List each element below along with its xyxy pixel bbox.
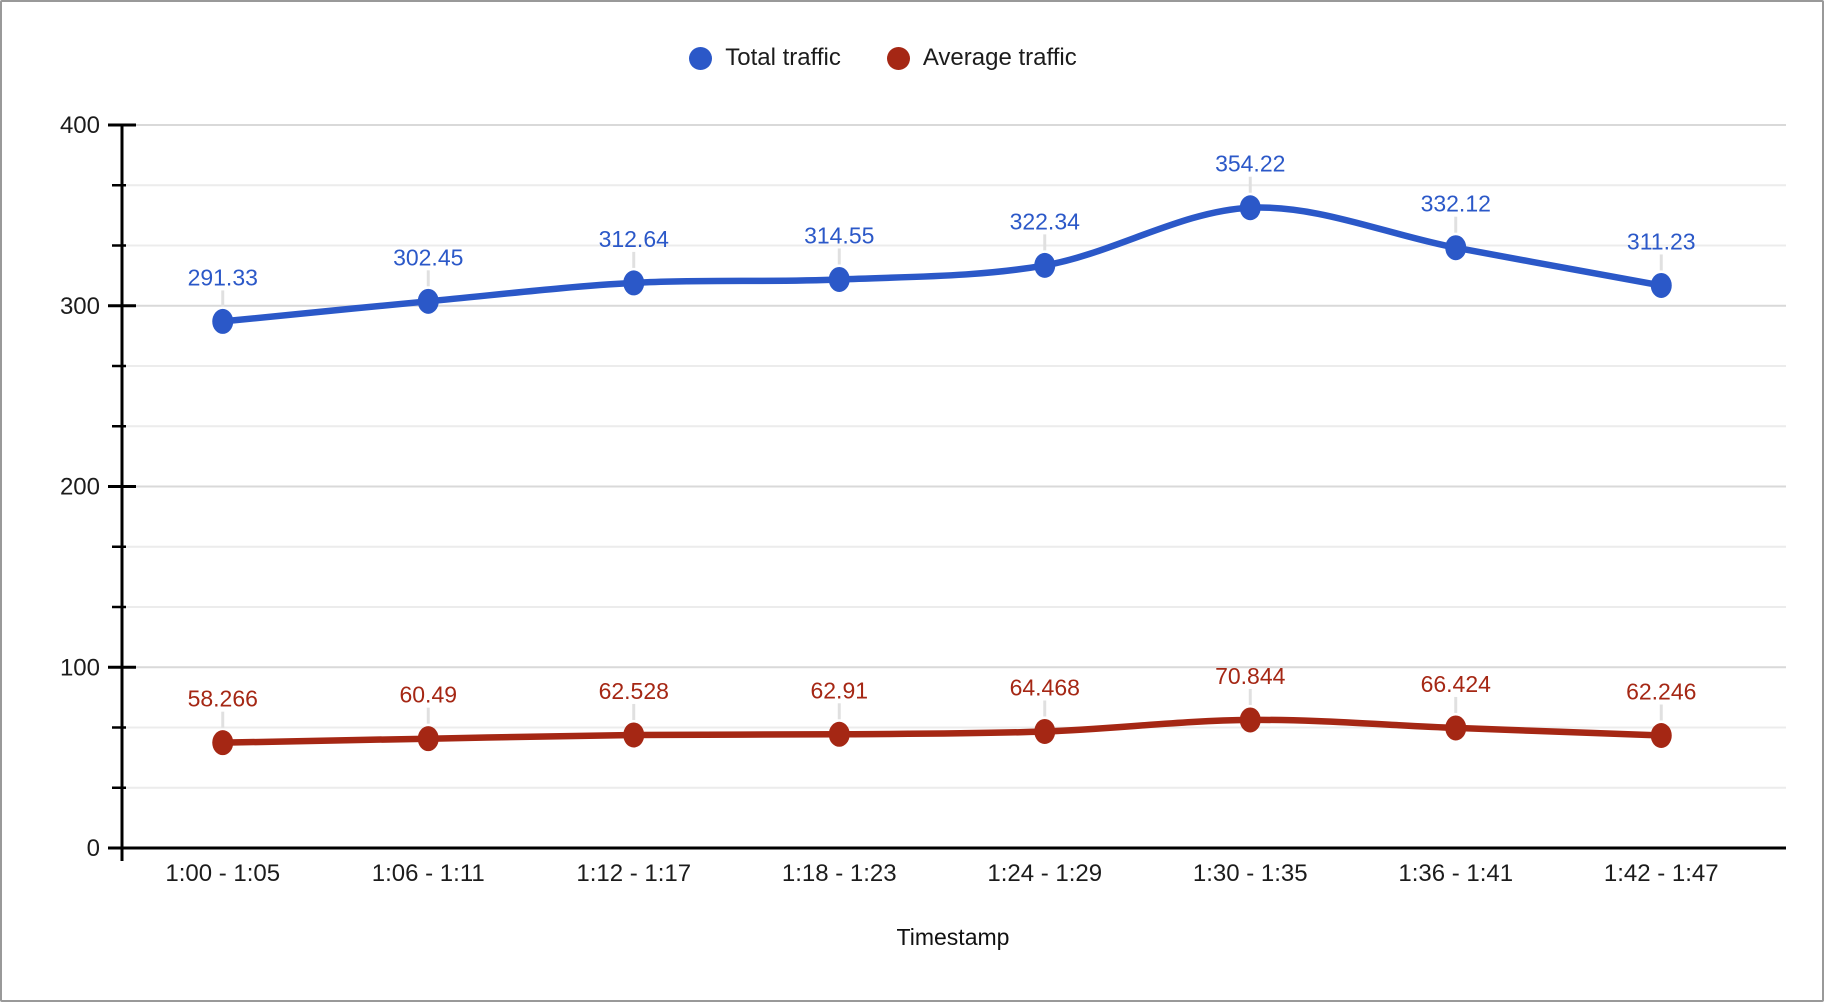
- legend-item-average-traffic[interactable]: Average traffic: [886, 44, 1077, 71]
- data-point-label-total-traffic: 314.55: [804, 222, 874, 248]
- data-point-label-total-traffic: 311.23: [1627, 228, 1696, 254]
- data-point-label-total-traffic: 354.22: [1215, 151, 1285, 177]
- series-line-total-traffic: [219, 204, 1665, 325]
- x-tick-label: 1:06 - 1:11: [372, 860, 485, 887]
- data-point-label-total-traffic: 302.45: [393, 244, 463, 270]
- data-point-average-traffic[interactable]: [1239, 707, 1261, 733]
- data-point-total-traffic[interactable]: [828, 266, 850, 292]
- y-tick-label: 400: [60, 112, 100, 139]
- data-point-average-traffic[interactable]: [623, 722, 645, 748]
- x-tick-label: 1:12 - 1:17: [576, 860, 691, 887]
- y-tick-label: 200: [60, 474, 100, 501]
- x-tick-label: 1:18 - 1:23: [782, 860, 897, 887]
- data-point-average-traffic[interactable]: [417, 726, 439, 752]
- data-point-label-average-traffic: 64.468: [1010, 674, 1080, 700]
- x-tick-label: 1:24 - 1:29: [987, 860, 1102, 887]
- data-point-average-traffic[interactable]: [1034, 718, 1056, 744]
- data-point-label-average-traffic: 66.424: [1421, 671, 1492, 697]
- data-point-total-traffic[interactable]: [1239, 195, 1261, 221]
- data-point-average-traffic[interactable]: [1445, 715, 1467, 741]
- data-point-average-traffic[interactable]: [828, 721, 850, 747]
- y-tick-label: 0: [87, 835, 100, 862]
- data-point-label-total-traffic: 312.64: [599, 226, 670, 252]
- legend-dot-total-traffic-icon: [689, 46, 713, 70]
- legend-item-total-traffic[interactable]: Total traffic: [689, 46, 841, 70]
- data-point-average-traffic[interactable]: [1650, 722, 1672, 748]
- data-point-label-average-traffic: 58.266: [188, 686, 258, 712]
- data-point-total-traffic[interactable]: [1445, 235, 1467, 261]
- data-point-total-traffic[interactable]: [1034, 252, 1056, 278]
- legend-label-total-traffic: Total traffic: [725, 44, 841, 71]
- x-tick-label: 1:30 - 1:35: [1193, 860, 1308, 887]
- data-point-average-traffic[interactable]: [212, 730, 234, 756]
- data-point-total-traffic[interactable]: [623, 270, 645, 296]
- data-point-label-average-traffic: 62.91: [810, 677, 868, 703]
- data-point-total-traffic[interactable]: [417, 288, 439, 314]
- y-tick-label: 300: [60, 293, 100, 320]
- data-point-label-average-traffic: 62.246: [1626, 678, 1696, 704]
- x-axis-title: Timestamp: [896, 924, 1010, 950]
- data-point-total-traffic[interactable]: [212, 308, 234, 334]
- data-point-label-average-traffic: 60.49: [399, 682, 457, 708]
- y-tick-label: 100: [60, 654, 100, 681]
- data-point-label-average-traffic: 70.844: [1215, 663, 1286, 689]
- x-tick-label: 1:00 - 1:05: [165, 860, 280, 887]
- data-point-label-total-traffic: 291.33: [188, 264, 258, 290]
- data-point-label-average-traffic: 62.528: [599, 678, 669, 704]
- legend-label-average-traffic: Average traffic: [922, 44, 1077, 71]
- series-line-average-traffic: [219, 716, 1665, 746]
- x-tick-label: 1:42 - 1:47: [1604, 860, 1719, 887]
- data-point-label-total-traffic: 332.12: [1421, 191, 1491, 217]
- legend: Total traffic Average traffic: [0, 44, 1766, 72]
- data-point-total-traffic[interactable]: [1650, 272, 1672, 298]
- data-point-label-total-traffic: 322.34: [1010, 208, 1081, 234]
- legend-dot-average-traffic-icon: [886, 46, 910, 70]
- x-tick-label: 1:36 - 1:41: [1398, 860, 1513, 887]
